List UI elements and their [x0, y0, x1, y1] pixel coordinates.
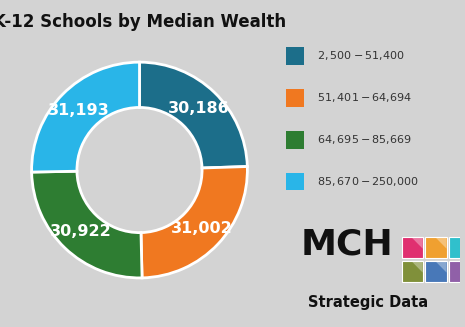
- Wedge shape: [141, 166, 247, 278]
- Text: $51,401 - $64,694: $51,401 - $64,694: [317, 91, 412, 104]
- Polygon shape: [435, 261, 446, 273]
- FancyBboxPatch shape: [425, 237, 446, 258]
- Bar: [286, 131, 304, 148]
- FancyBboxPatch shape: [449, 237, 465, 258]
- Polygon shape: [459, 237, 465, 249]
- Wedge shape: [32, 171, 142, 278]
- Text: 31,002: 31,002: [171, 221, 232, 236]
- Wedge shape: [140, 62, 247, 168]
- Text: $2,500 - $51,400: $2,500 - $51,400: [317, 49, 405, 62]
- FancyBboxPatch shape: [402, 237, 423, 258]
- Text: K-12 Schools by Median Wealth: K-12 Schools by Median Wealth: [0, 13, 286, 31]
- Bar: [286, 173, 304, 191]
- Bar: [286, 47, 304, 64]
- Polygon shape: [411, 261, 423, 273]
- Text: $64,695 - $85,669: $64,695 - $85,669: [317, 133, 412, 146]
- Text: Strategic Data: Strategic Data: [308, 295, 429, 310]
- Text: MCH: MCH: [300, 228, 393, 262]
- Text: 30,922: 30,922: [50, 224, 112, 239]
- Polygon shape: [459, 261, 465, 273]
- Text: 30,186: 30,186: [168, 101, 230, 116]
- Text: $85,670 - $250,000: $85,670 - $250,000: [317, 175, 419, 188]
- FancyBboxPatch shape: [449, 261, 465, 282]
- Text: 31,193: 31,193: [48, 103, 110, 118]
- FancyBboxPatch shape: [402, 261, 423, 282]
- Polygon shape: [435, 237, 446, 249]
- Polygon shape: [411, 237, 423, 249]
- Bar: [286, 89, 304, 107]
- FancyBboxPatch shape: [425, 261, 446, 282]
- Wedge shape: [32, 62, 140, 172]
